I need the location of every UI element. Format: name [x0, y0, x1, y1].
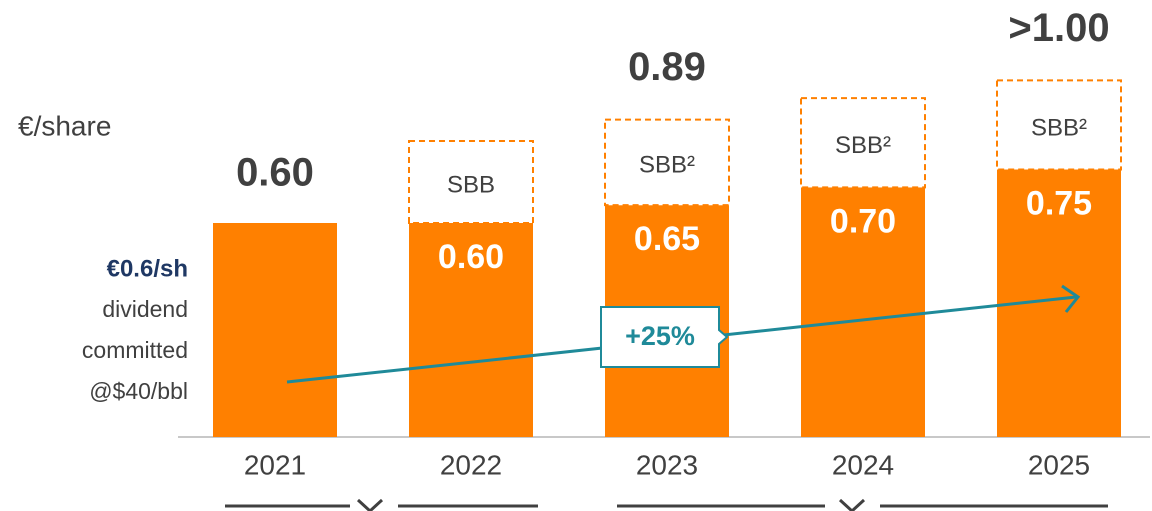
- buyback-segment: [996, 79, 1122, 171]
- value-label: 0.60: [438, 238, 504, 276]
- x-tick-label: 2023: [636, 449, 698, 480]
- value-label: 0.75: [1026, 184, 1092, 222]
- x-tick-label: 2024: [832, 449, 894, 480]
- x-tick-label: 2025: [1028, 449, 1090, 480]
- side-note-line: committed: [82, 337, 188, 363]
- buyback-segment: [604, 118, 730, 207]
- segment-label: SBB: [447, 171, 495, 198]
- total-label: 0.89: [628, 45, 706, 89]
- unit-label: €/share: [18, 110, 111, 141]
- value-label: 0.65: [634, 220, 700, 258]
- x-tick-label: 2022: [440, 449, 502, 480]
- value-label: 0.60: [236, 151, 314, 195]
- x-tick-label: 2021: [244, 449, 306, 480]
- trend-arrow: +25%: [286, 284, 1081, 384]
- total-label: >1.00: [1008, 6, 1109, 50]
- side-note-line: dividend: [102, 296, 188, 322]
- bar: [409, 223, 533, 437]
- period-brackets: [225, 498, 1108, 511]
- side-note-highlight: €0.6/sh: [107, 255, 188, 282]
- side-note-line: @$40/bbl: [89, 378, 188, 404]
- buyback-segment: [408, 139, 534, 224]
- value-label: 0.70: [830, 202, 896, 240]
- segment-label: SBB²: [1031, 114, 1087, 141]
- trend-label-box: [600, 306, 729, 368]
- bracket-chevron: [838, 498, 866, 511]
- arrow-head: [1061, 284, 1081, 313]
- bar: [213, 223, 337, 437]
- trend-label: +25%: [625, 321, 695, 351]
- bar: [801, 187, 925, 437]
- segment-label: SBB²: [835, 132, 891, 159]
- bars: 2021 0.60 2022 0.60 SBB 2023 0.65 SBB² 0.89 2024 0…: [213, 6, 1122, 480]
- segment-label: SBB²: [639, 152, 695, 179]
- buyback-segment: [800, 97, 926, 189]
- bracket-chevron: [356, 498, 384, 511]
